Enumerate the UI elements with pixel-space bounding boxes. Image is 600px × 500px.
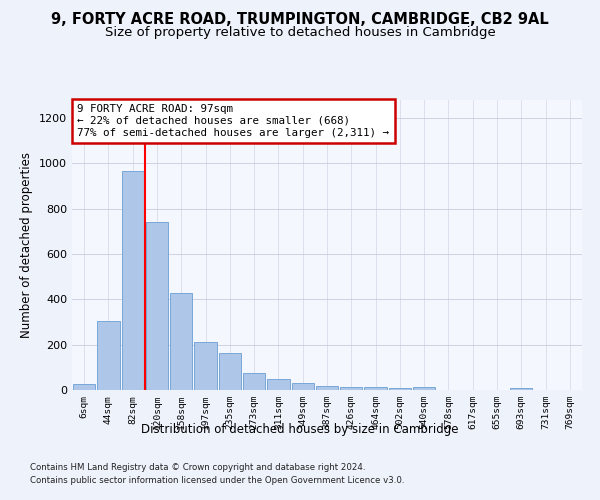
Bar <box>73 384 95 390</box>
Text: Contains HM Land Registry data © Crown copyright and database right 2024.: Contains HM Land Registry data © Crown c… <box>30 462 365 471</box>
Bar <box>243 373 265 390</box>
Bar <box>267 379 290 390</box>
Bar <box>146 222 168 390</box>
Text: Distribution of detached houses by size in Cambridge: Distribution of detached houses by size … <box>141 422 459 436</box>
Bar <box>170 292 193 390</box>
Text: Contains public sector information licensed under the Open Government Licence v3: Contains public sector information licen… <box>30 476 404 485</box>
Bar <box>97 321 119 390</box>
Bar <box>413 388 436 390</box>
Text: 9, FORTY ACRE ROAD, TRUMPINGTON, CAMBRIDGE, CB2 9AL: 9, FORTY ACRE ROAD, TRUMPINGTON, CAMBRID… <box>51 12 549 28</box>
Bar <box>122 172 144 390</box>
Bar <box>316 386 338 390</box>
Text: Size of property relative to detached houses in Cambridge: Size of property relative to detached ho… <box>104 26 496 39</box>
Bar <box>364 388 387 390</box>
Bar <box>389 388 411 390</box>
Bar <box>340 386 362 390</box>
Bar <box>292 383 314 390</box>
Bar <box>510 388 532 390</box>
Bar <box>218 352 241 390</box>
Bar <box>194 342 217 390</box>
Text: 9 FORTY ACRE ROAD: 97sqm
← 22% of detached houses are smaller (668)
77% of semi-: 9 FORTY ACRE ROAD: 97sqm ← 22% of detach… <box>77 104 389 138</box>
Y-axis label: Number of detached properties: Number of detached properties <box>20 152 34 338</box>
